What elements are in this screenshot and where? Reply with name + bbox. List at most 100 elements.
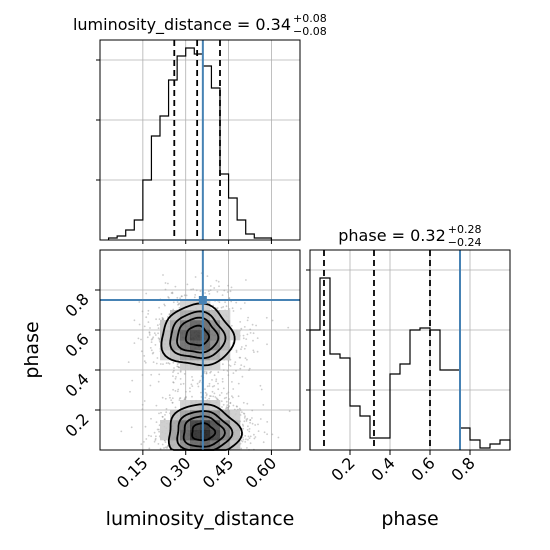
scatter-point <box>140 338 142 341</box>
scatter-point <box>204 388 206 390</box>
scatter-point <box>148 334 151 336</box>
density-cell <box>170 320 181 331</box>
scatter-point <box>179 378 182 380</box>
scatter-point <box>240 327 243 330</box>
scatter-point <box>224 301 227 304</box>
axes-frame <box>309 249 511 451</box>
scatter-point <box>241 375 244 378</box>
scatter-point <box>210 370 212 373</box>
scatter-point <box>198 381 201 383</box>
scatter-point <box>145 316 148 319</box>
scatter-point <box>246 417 249 420</box>
scatter-point <box>174 390 177 392</box>
scatter-point <box>208 293 211 295</box>
scatter-point <box>153 440 156 443</box>
scatter-point <box>162 274 164 276</box>
scatter-point <box>212 395 215 398</box>
scatter-point <box>168 362 171 365</box>
scatter-point <box>253 433 255 436</box>
scatter-point <box>229 290 232 293</box>
scatter-point <box>238 356 241 359</box>
density-cell <box>230 420 241 431</box>
scatter-point <box>271 319 274 322</box>
density-cell <box>170 350 181 361</box>
scatter-point <box>206 385 209 388</box>
scatter-point <box>165 411 168 414</box>
density-cell <box>200 410 211 421</box>
scatter-point <box>164 441 167 443</box>
scatter-point <box>151 352 154 355</box>
scatter-point <box>178 306 181 309</box>
scatter-point <box>239 367 242 370</box>
density-cell <box>180 400 191 411</box>
density-cell <box>200 320 211 331</box>
scatter-point <box>240 346 243 348</box>
scatter-point <box>191 379 194 382</box>
density-cell <box>200 300 211 311</box>
marks-layer <box>100 40 511 451</box>
scatter-point <box>171 402 174 404</box>
scatter-point <box>172 371 174 373</box>
scatter-point <box>161 396 164 399</box>
scatter-point <box>164 288 167 291</box>
scatter-point <box>155 362 158 365</box>
contour-line <box>160 302 236 367</box>
scatter-point <box>242 334 245 337</box>
scatter-point <box>149 347 152 349</box>
scatter-point <box>213 374 216 377</box>
scatter-point <box>150 341 153 343</box>
scatter-point <box>163 303 166 306</box>
scatter-point <box>158 412 160 415</box>
scatter-point <box>222 387 225 390</box>
density-cell <box>190 330 201 341</box>
scatter-point <box>215 380 218 383</box>
scatter-point <box>166 447 168 449</box>
scatter-point <box>249 419 252 422</box>
scatter-point <box>238 407 241 410</box>
scatter-point <box>205 393 208 396</box>
scatter-point <box>196 382 199 385</box>
density-cell <box>180 360 191 371</box>
scatter-point <box>170 399 173 402</box>
scatter-point <box>172 308 175 311</box>
density-cell <box>200 330 211 341</box>
contour-line <box>176 316 220 354</box>
scatter-point <box>163 418 166 421</box>
density-cell <box>190 320 201 331</box>
scatter-point <box>228 398 231 400</box>
scatter-point <box>243 365 246 368</box>
scatter-point <box>213 385 216 387</box>
density-cell <box>220 320 231 331</box>
scatter-point <box>164 397 167 400</box>
scatter-point <box>144 425 147 428</box>
scatter-point <box>144 361 147 364</box>
scatter-point <box>211 385 214 388</box>
scatter-point <box>177 303 179 306</box>
scatter-point <box>249 421 252 424</box>
scatter-point <box>235 301 238 304</box>
scatter-point <box>145 438 148 440</box>
scatter-point <box>247 435 250 438</box>
scatter-point <box>246 333 249 336</box>
scatter-point <box>241 440 244 443</box>
scatter-point <box>215 378 218 381</box>
density-cell <box>170 420 181 431</box>
scatter-point <box>222 363 224 366</box>
scatter-point <box>228 297 231 299</box>
density-cell <box>190 300 201 311</box>
scatter-point <box>189 390 191 393</box>
density-cell <box>200 420 211 431</box>
scatter-point <box>169 396 171 399</box>
scatter-point <box>190 288 193 291</box>
scatter-point <box>216 290 219 293</box>
scatter-point <box>236 405 238 408</box>
scatter-point <box>193 296 196 299</box>
panel-title-minus: −0.24 <box>448 236 482 249</box>
density-cell <box>210 360 221 371</box>
scatter-point <box>248 430 251 433</box>
scatter-point <box>160 313 163 315</box>
scatter-point <box>245 420 248 422</box>
scatter-point <box>240 447 243 450</box>
scatter-point <box>220 400 223 403</box>
scatter-point <box>248 369 250 371</box>
